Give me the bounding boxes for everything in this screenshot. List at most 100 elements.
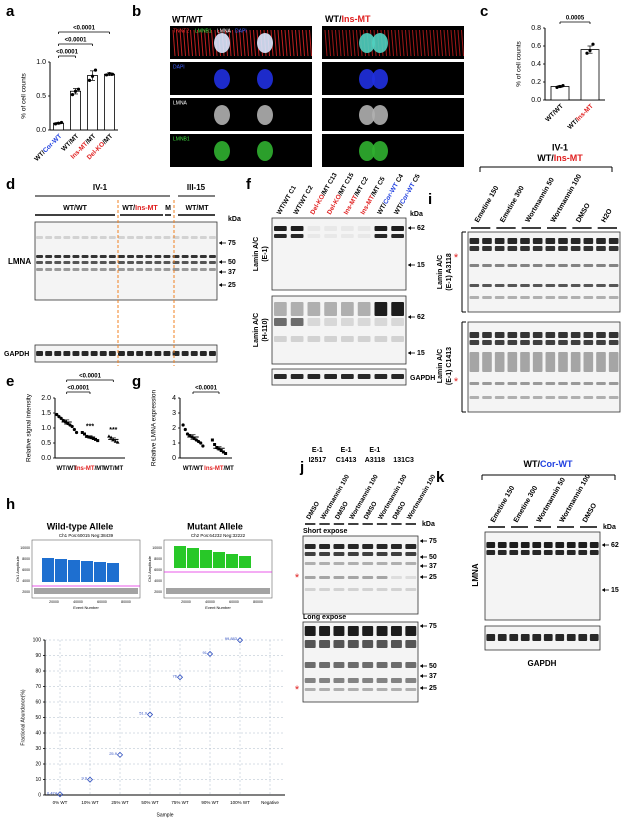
band bbox=[482, 382, 492, 385]
band bbox=[347, 544, 359, 549]
y-tick-label: 0.0 bbox=[36, 127, 46, 134]
band bbox=[374, 336, 388, 342]
band bbox=[608, 238, 619, 244]
band bbox=[520, 382, 530, 385]
band bbox=[108, 261, 116, 264]
band bbox=[90, 268, 98, 271]
band bbox=[181, 236, 189, 239]
asterisk: * bbox=[295, 684, 300, 696]
band bbox=[199, 255, 207, 258]
image-header: WT/WT bbox=[172, 14, 203, 24]
band bbox=[570, 382, 581, 385]
band bbox=[608, 246, 619, 251]
band bbox=[532, 352, 543, 372]
kda-marker: 25 bbox=[228, 282, 236, 289]
group-label: WT/WT bbox=[63, 205, 87, 212]
p-value: <0.0001 bbox=[79, 374, 102, 380]
band bbox=[307, 234, 321, 238]
antibody-label: I2517 bbox=[309, 457, 327, 464]
kda-marker: 62 bbox=[417, 314, 425, 321]
band bbox=[507, 340, 518, 345]
band bbox=[390, 626, 402, 636]
x-axis-label: Sample bbox=[157, 812, 174, 818]
bar bbox=[87, 75, 99, 131]
ddpcr-title: Ch1 Pos:60015 Neg:38439 bbox=[59, 533, 114, 538]
band bbox=[570, 352, 581, 372]
band bbox=[304, 626, 316, 636]
nucleus bbox=[257, 141, 273, 161]
band bbox=[532, 382, 543, 385]
ddpcr-axis-label: Ch2 Amplitude bbox=[147, 555, 152, 582]
ddpcr-tick: 2000 bbox=[154, 590, 162, 594]
x-tick-label: Ins-MT/MT bbox=[204, 466, 234, 472]
sarcomere bbox=[232, 29, 235, 57]
y-tick-label: 10 bbox=[35, 777, 41, 783]
data-point bbox=[91, 437, 95, 440]
band bbox=[376, 626, 388, 636]
sarcomere bbox=[419, 29, 422, 57]
data-point bbox=[115, 440, 120, 444]
y-tick-label: 90 bbox=[35, 653, 41, 659]
band bbox=[566, 550, 576, 555]
arrow-head bbox=[420, 686, 423, 690]
droplet-cluster bbox=[239, 556, 251, 568]
ddpcr-tick: 6000 bbox=[22, 568, 30, 572]
band bbox=[482, 340, 492, 345]
band bbox=[391, 234, 404, 238]
y-tick-label: 20 bbox=[35, 761, 41, 767]
band bbox=[341, 318, 354, 326]
label: WT/Cor-WT bbox=[524, 459, 573, 469]
ddpcr-tick: 8000 bbox=[22, 557, 30, 561]
blot bbox=[34, 221, 218, 301]
sarcomere bbox=[331, 29, 335, 57]
band bbox=[362, 576, 374, 579]
band bbox=[347, 626, 359, 636]
band bbox=[304, 688, 316, 691]
droplet-cluster bbox=[174, 546, 186, 568]
band bbox=[290, 336, 304, 342]
band bbox=[304, 588, 316, 591]
sarcomere bbox=[274, 29, 277, 57]
band bbox=[376, 640, 388, 648]
p-value: 0.0005 bbox=[566, 16, 585, 22]
label: kDa bbox=[603, 524, 616, 531]
kda-marker: 15 bbox=[417, 262, 425, 269]
sarcomere bbox=[352, 29, 356, 57]
band bbox=[72, 261, 80, 264]
band bbox=[357, 374, 371, 379]
kda-marker: 15 bbox=[417, 350, 425, 357]
band bbox=[486, 550, 496, 555]
sarcomere bbox=[204, 29, 207, 57]
band bbox=[54, 261, 62, 264]
band bbox=[304, 640, 316, 648]
band bbox=[589, 634, 599, 641]
y-tick-label: 0 bbox=[172, 455, 176, 462]
arrow-head bbox=[420, 674, 423, 678]
band bbox=[532, 238, 543, 244]
band bbox=[347, 688, 359, 691]
data-point bbox=[80, 431, 84, 434]
band bbox=[469, 246, 480, 251]
antibody-label: A3118 bbox=[365, 457, 385, 464]
band bbox=[545, 246, 556, 251]
band bbox=[608, 382, 619, 385]
arrow-head bbox=[420, 664, 423, 668]
band bbox=[304, 678, 316, 683]
y-tick-label: 2.0 bbox=[41, 395, 51, 402]
band bbox=[494, 238, 505, 244]
band bbox=[608, 284, 619, 287]
band bbox=[532, 550, 542, 555]
blot-label: (E-1) C1413 bbox=[446, 347, 453, 385]
y-tick-label: 1.0 bbox=[41, 425, 51, 432]
band bbox=[154, 351, 162, 356]
band bbox=[520, 332, 530, 338]
data-point bbox=[85, 434, 89, 438]
band bbox=[154, 261, 162, 264]
nucleus bbox=[372, 69, 388, 89]
nucleus bbox=[359, 33, 375, 53]
band bbox=[390, 662, 402, 668]
data-point bbox=[107, 71, 112, 76]
p-value: <0.0001 bbox=[73, 26, 96, 32]
data-point bbox=[201, 444, 205, 448]
kda-marker: 15 bbox=[611, 587, 619, 594]
